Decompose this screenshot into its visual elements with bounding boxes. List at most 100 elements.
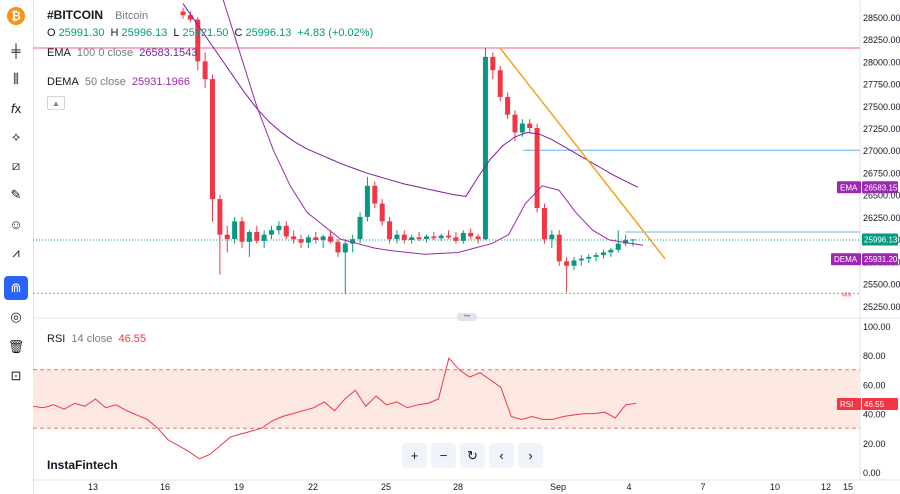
nodes-icon[interactable]: ⟡ [11, 129, 21, 144]
trash-icon[interactable]: 🗑 [7, 339, 25, 354]
brush-icon[interactable]: ✎ [10, 187, 22, 202]
scroll-right-icon[interactable]: › [518, 443, 543, 468]
time-tick-label: 4 [626, 482, 631, 492]
price-tick-label: 25500.00 [863, 280, 900, 290]
price-tick-label: 27000.00 [863, 146, 900, 156]
high-value: 25996.13 [121, 27, 168, 39]
candles-icon[interactable]: ⫼ [13, 71, 19, 86]
candle-body [357, 216, 363, 240]
rsi-value-tag-value: 46.55 [864, 400, 885, 409]
lines-icon[interactable]: ⧄ [11, 158, 21, 173]
candle-body [423, 236, 429, 240]
candle-body [320, 236, 326, 240]
open-label: O [47, 27, 56, 39]
min-label: MIN [842, 292, 852, 298]
candle-body [630, 239, 636, 241]
candle-body [217, 199, 223, 235]
candle-body [195, 19, 201, 62]
candle-body [438, 235, 444, 239]
candle-body [202, 61, 208, 80]
candle-body [269, 230, 275, 235]
symbol-legend: #BITCOIN Bitcoin [47, 8, 151, 22]
rsi-tick-label: 80.00 [863, 351, 886, 361]
rsi-value-tag: RSI 46.55 [837, 398, 898, 411]
rsi-band [33, 369, 860, 429]
reset-icon[interactable]: ↻ [460, 443, 485, 468]
candle-body [394, 234, 400, 240]
collapse-legend-button[interactable]: ▲ [47, 96, 65, 110]
downtrend-line [499, 47, 666, 260]
candle-body [409, 237, 415, 240]
ema-legend[interactable]: EMA 100 0 close 26583.1543 [47, 47, 200, 59]
low-value: 25921.50 [182, 27, 229, 39]
candle-body [180, 11, 186, 16]
last-price-tag-value-bg [862, 233, 898, 246]
symbol-ticker: #BITCOIN [47, 8, 104, 22]
candle-body [586, 256, 592, 259]
time-tick-label: 10 [770, 482, 780, 492]
price-tick-label: 28500.00 [863, 13, 900, 23]
candle-body [350, 239, 356, 244]
chart-nav-controls: + − ↻ ‹ › [402, 443, 543, 471]
candle-body [372, 185, 378, 204]
ema-price-tag-label-bg [837, 181, 861, 194]
candle-body [401, 234, 407, 240]
candle-body [246, 232, 252, 242]
ema-params: 100 0 close [76, 47, 134, 59]
rsi-value: 46.55 [118, 333, 146, 345]
candle-body [239, 221, 245, 242]
last-price-tag-value: 25996.13 [864, 235, 898, 244]
crosshair-icon[interactable]: ╪ [11, 42, 21, 58]
candle-body [313, 237, 319, 240]
dema-legend[interactable]: DEMA 50 close 25931.1966 [47, 76, 193, 88]
dema-price-tag-label: DEMA [834, 255, 858, 264]
candle-body [416, 237, 422, 240]
candle-body [342, 243, 348, 253]
candle-body [600, 252, 606, 256]
time-tick-label: 19 [234, 482, 244, 492]
rsi-value-tag-value-bg [862, 398, 898, 411]
candle-body [232, 221, 238, 240]
magnet-icon[interactable]: ⋒ [4, 276, 28, 300]
ohlc-legend: O 25991.30 H 25996.13 L 25921.50 C 25996.13 … [47, 27, 376, 39]
candle-body [608, 249, 614, 253]
price-tick-label: 26500.00 [863, 191, 900, 201]
dema-price-tag-value-bg [862, 253, 898, 266]
last-price-tag: 25996.13 [862, 233, 898, 246]
low-label: L [173, 27, 180, 39]
rsi-tick-label: 20.00 [863, 439, 886, 449]
scroll-left-icon[interactable]: ‹ [489, 443, 514, 468]
candle-body [505, 96, 511, 115]
eye-off-icon[interactable]: ◎ [10, 309, 22, 324]
price-chart[interactable]: 28500.0028250.0028000.0027750.0027500.00… [33, 0, 900, 494]
bitcoin-logo-icon: ₿ [7, 7, 25, 25]
zoom-out-icon[interactable]: − [431, 443, 456, 468]
open-value: 25991.30 [58, 27, 105, 39]
lock-icon[interactable]: ⊡ [10, 368, 22, 383]
rsi-tick-label: 40.00 [863, 410, 886, 420]
candle-body [593, 255, 599, 257]
candle-body [291, 236, 297, 240]
rsi-line [33, 357, 637, 460]
ema-price-tag-value-bg [862, 181, 898, 194]
candle-body [519, 123, 525, 133]
measure-icon[interactable]: ⩘ [12, 245, 20, 260]
candle-body [571, 260, 577, 266]
high-label: H [110, 27, 119, 39]
rsi-params: 14 close [71, 333, 113, 345]
pane-resize-handle[interactable]: ••• [457, 313, 477, 321]
candle-body [578, 258, 584, 261]
emoji-icon[interactable]: ☺ [9, 216, 23, 232]
candle-body [224, 234, 230, 240]
rsi-legend[interactable]: RSI 14 close 46.55 [47, 333, 149, 345]
ema-value: 26583.1543 [139, 47, 198, 59]
candle-body [549, 234, 555, 240]
ema-price-tag-label: EMA [840, 183, 858, 192]
zoom-in-icon[interactable]: + [402, 443, 427, 468]
rsi-value-tag-label: RSI [840, 400, 853, 409]
candle-body [564, 261, 570, 266]
time-tick-label: 28 [453, 482, 463, 492]
price-tick-label: 28250.00 [863, 35, 900, 45]
